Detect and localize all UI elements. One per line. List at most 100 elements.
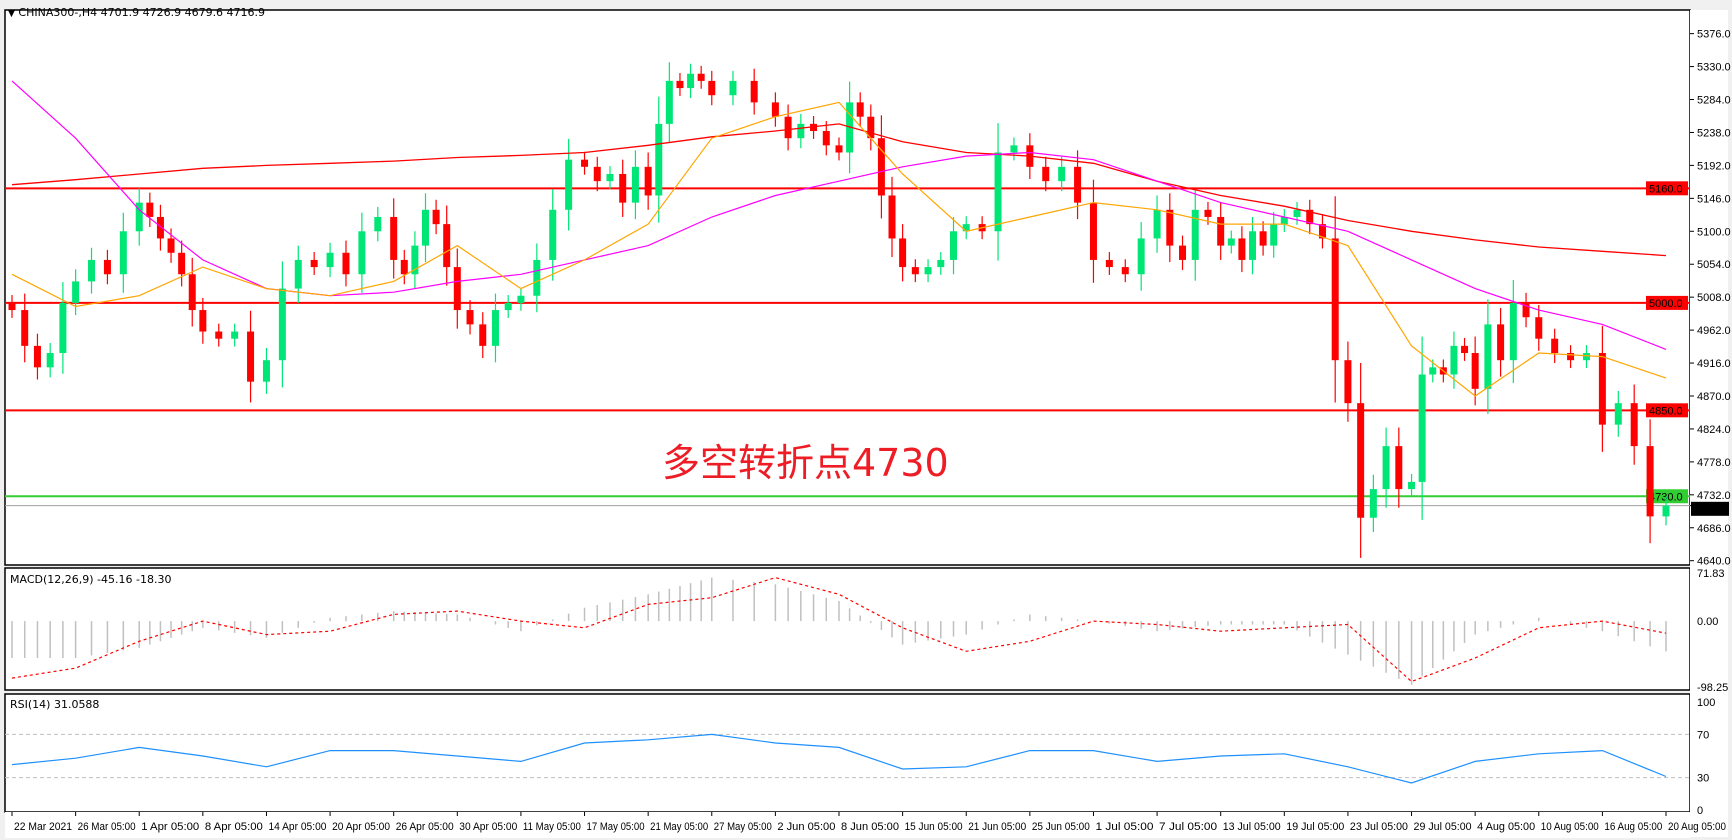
candle-body [1280,216,1288,225]
candle-body [888,195,896,239]
date-tick-label: 20 Apr 05:00 [332,821,390,833]
candle-body [479,324,487,346]
candle-body [432,209,440,225]
candle-body [8,302,16,311]
candle-body [856,102,864,117]
price-tick-label: 5008.0 [1697,292,1731,304]
date-tick-label: 14 Apr 05:00 [268,821,326,833]
date-tick-label: 26 Mar 05:00 [78,821,136,833]
rsi-panel [4,693,1691,813]
candle-body [517,295,525,303]
candle-body [199,310,207,332]
candle-body [1318,224,1326,239]
candle-body [1357,403,1365,518]
candle-body [619,173,627,203]
candle-body [822,131,830,146]
candle-body [1369,489,1377,518]
candle-body [262,360,270,382]
macd-panel [4,567,1691,691]
candle-body [21,310,29,346]
candle-body [1259,231,1267,246]
candle-body [1010,145,1018,153]
date-tick-label: 8 Jun 05:00 [841,821,899,833]
candle-body [491,310,499,346]
candle-body [676,80,684,89]
date-tick-label: 21 May 05:00 [650,821,708,833]
price-label-bg [1646,181,1688,196]
candle-body [549,209,557,260]
candle-body [1191,209,1199,260]
candle-body [565,159,573,210]
candle-body [59,302,67,354]
candle-body [374,216,382,232]
candle-body [178,252,186,275]
candle-body [1306,209,1314,225]
candle-body [911,267,919,275]
rsi-tick-label: 0 [1697,805,1703,817]
candle-body [962,224,970,232]
candle-body [924,267,932,275]
macd-tick-label: -98.25 [1697,682,1728,694]
candle-body [1227,238,1235,246]
candle-body [72,281,80,303]
rsi-title: RSI(14) 31.0588 [10,698,100,711]
candle-body [1582,353,1590,361]
candle-body [1121,267,1129,275]
candle-body [1331,238,1339,361]
candle-body [1293,209,1301,217]
candle-body [1166,209,1174,246]
candle-body [342,252,350,275]
candle-body [247,331,255,382]
candle-body [358,231,366,275]
price-tick-label: 5054.0 [1697,259,1731,271]
candle-body [1471,353,1479,389]
price-line-label: 5000.0 [1649,298,1683,310]
candle-body [1450,345,1458,375]
candle-body [453,267,461,311]
candle-body [167,238,175,253]
price-tick-label: 5376.0 [1697,29,1731,41]
candle-body [533,259,541,296]
candle-body [581,159,589,167]
candle-body [278,288,286,361]
rsi-tick-label: 100 [1697,697,1715,709]
price-tick-label: 5284.0 [1697,95,1731,107]
price-tick-label: 5146.0 [1697,193,1731,205]
price-line-label: 5160.0 [1649,183,1683,195]
time-axis-area [5,812,1690,838]
candle-body [466,310,474,325]
candle-body [1382,446,1390,490]
symbol-header: ▼ CHINA300-,H4 4701.9 4726.9 4679.6 4716… [8,6,265,19]
price-tick-label: 4824.0 [1697,424,1731,436]
price-axis-area [1690,10,1728,837]
candle-body [1598,353,1606,425]
candle-body [1217,216,1225,246]
candle-body [1344,360,1352,404]
date-tick-label: 29 Jul 05:00 [1414,821,1472,833]
price-line-label: 4850.0 [1649,405,1683,417]
date-tick-label: 15 Jun 05:00 [905,821,963,833]
date-tick-label: 19 Jul 05:00 [1286,821,1344,833]
triangle-down-icon[interactable]: ▼ [8,9,15,19]
rsi-tick-label: 30 [1697,773,1709,785]
date-tick-label: 20 Aug 05:00 [1668,821,1726,833]
candle-body [1089,202,1097,260]
ma-slow-line [11,123,1667,257]
candle-body [1153,209,1161,239]
candle-body [119,231,127,275]
candle-body [411,245,419,275]
candle-body [156,216,164,239]
candle-body [631,166,639,203]
price-tick-label: 4916.0 [1697,358,1731,370]
candle-body [593,166,601,182]
candle-body [188,274,196,311]
candle-body [950,231,958,260]
candle-body [1551,338,1559,354]
rsi-line [11,733,1667,784]
candle-body [1429,367,1437,375]
candle-body [146,202,154,217]
candle-body [390,216,398,260]
ma-fast-line [11,101,1667,397]
candle-body [899,238,907,268]
